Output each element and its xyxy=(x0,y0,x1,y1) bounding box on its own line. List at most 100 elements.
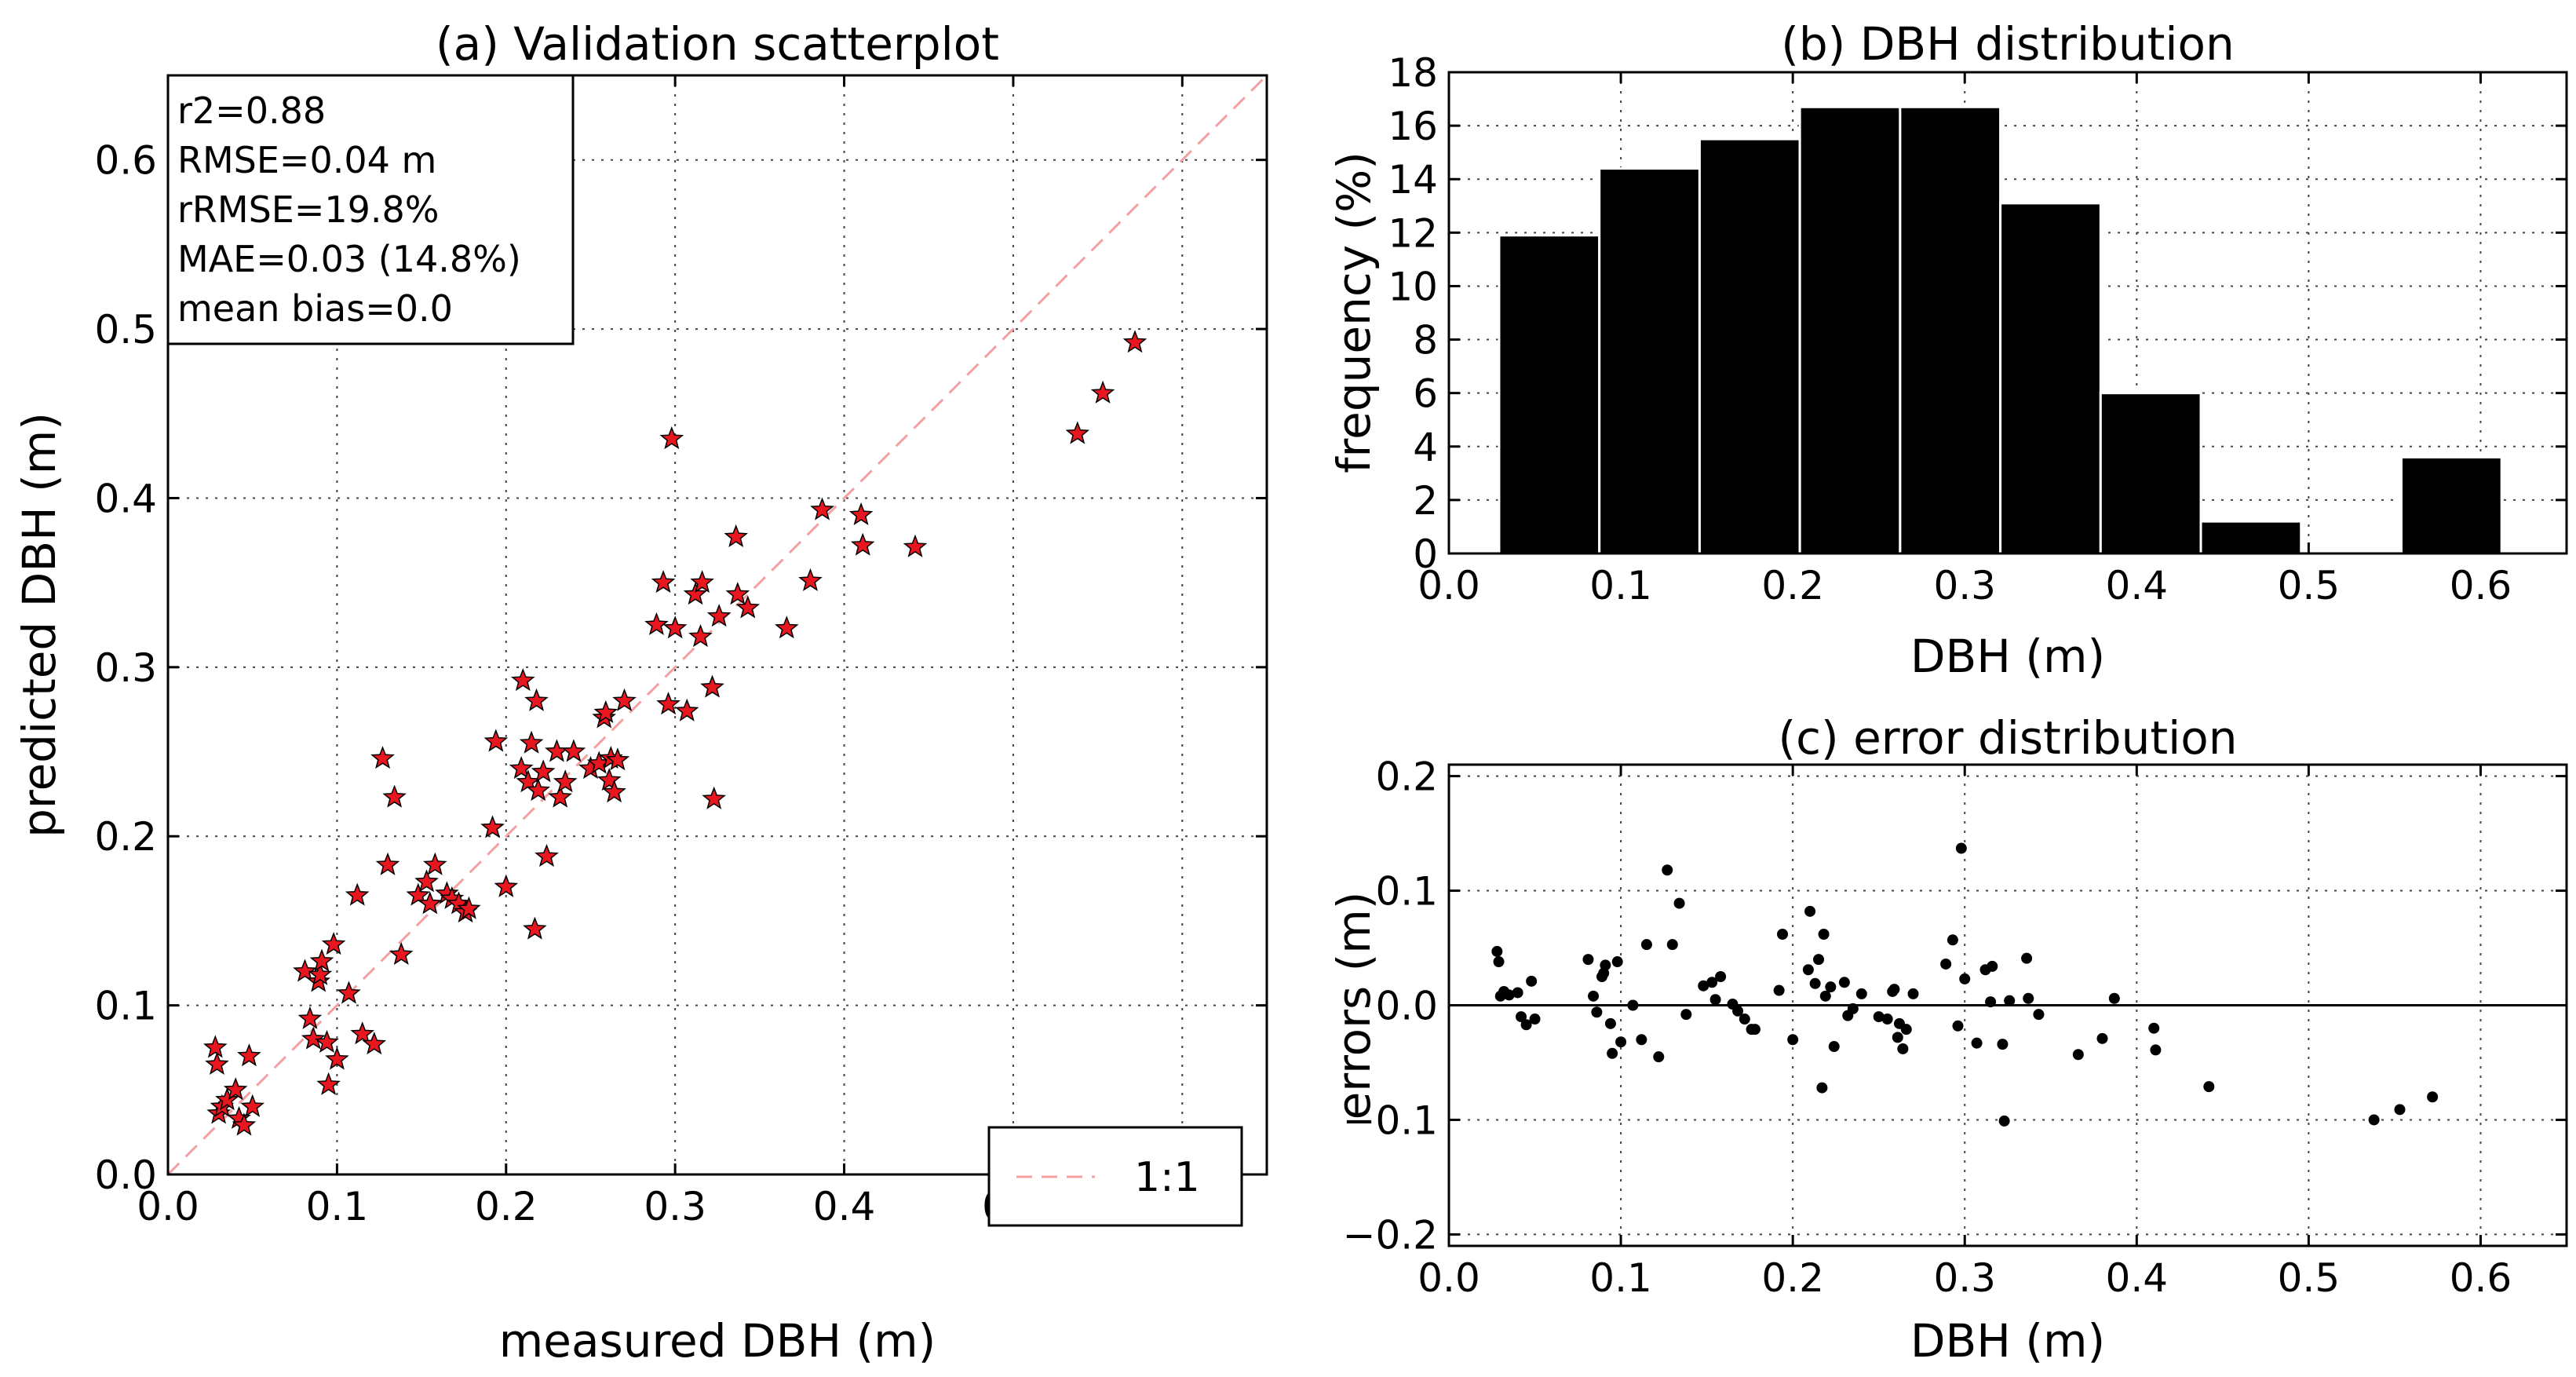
stats-box: r2=0.88 RMSE=0.04 m rRMSE=19.8% MAE=0.03… xyxy=(166,74,575,345)
c-ytick-label: 0.0 xyxy=(1375,984,1438,1029)
panel-c-xlabel: DBH (m) xyxy=(1910,1314,2105,1368)
scatter-point-star xyxy=(524,688,549,711)
error-point xyxy=(1600,959,1611,971)
panel-a-title: (a) Validation scatterplot xyxy=(436,17,999,71)
scatter-point-star xyxy=(702,786,726,809)
a-ytick-label: 0.5 xyxy=(94,307,157,352)
b-xtick-label: 0.1 xyxy=(1589,563,1652,608)
error-point xyxy=(1715,971,1727,983)
error-point xyxy=(1971,1037,1983,1049)
scatter-point-star xyxy=(662,615,688,639)
error-point xyxy=(2021,952,2033,964)
error-point xyxy=(2148,1022,2160,1034)
scatter-point-star xyxy=(1090,380,1115,404)
error-point xyxy=(2203,1081,2215,1093)
error-point xyxy=(1627,999,1639,1011)
histogram-bar xyxy=(1999,202,2102,555)
stat-r2: r2=0.88 xyxy=(177,89,326,132)
scatter-point-star xyxy=(494,874,519,897)
b-ytick-label: 4 xyxy=(1413,425,1438,470)
error-point xyxy=(1819,990,1831,1002)
scatter-point-star xyxy=(735,595,761,619)
error-point xyxy=(1653,1051,1665,1063)
scatter-point-star xyxy=(457,896,481,919)
panel-b-axes-frame xyxy=(1447,71,2568,555)
scatter-point-star xyxy=(674,698,699,721)
error-point xyxy=(1813,954,1825,966)
c-ytick-label: 0.2 xyxy=(1375,754,1438,800)
panel-c-title: (c) error distribution xyxy=(1779,711,2238,765)
error-point xyxy=(2368,1114,2380,1126)
histogram-bar xyxy=(1698,137,1801,555)
panel-c-ylabel: errors (m) xyxy=(1327,892,1381,1120)
error-point xyxy=(1816,1082,1828,1094)
scatter-point-star xyxy=(480,815,505,838)
stat-mean-bias: mean bias=0.0 xyxy=(177,287,453,330)
error-point xyxy=(1636,1034,1647,1046)
panel-b-title: (b) DBH distribution xyxy=(1781,17,2235,71)
error-point xyxy=(1888,984,1900,995)
scatter-point-star xyxy=(215,1087,239,1111)
error-point xyxy=(1955,842,1967,854)
b-xtick-label: 0.4 xyxy=(2106,563,2169,608)
scatter-point-star xyxy=(325,1046,349,1070)
error-point xyxy=(1838,977,1850,988)
c-ytick-label: 0.1 xyxy=(1375,869,1438,915)
scatter-point-star xyxy=(205,1051,229,1075)
panel-b-histogram: (b) DBH distribution 0.0 0.1 0.2 0.3 0.4 0.5 0… xyxy=(1327,17,2568,683)
error-point xyxy=(1516,1011,1527,1023)
scatter-point-star xyxy=(483,729,509,752)
scatter-point-star xyxy=(602,780,626,803)
error-point xyxy=(1520,1019,1532,1031)
error-point xyxy=(2096,1032,2108,1044)
scatter-point-star xyxy=(659,426,684,450)
scatter-point-star xyxy=(315,1029,339,1053)
b-ytick-label: 6 xyxy=(1413,371,1438,417)
error-point xyxy=(1987,960,1998,972)
scatter-point-star xyxy=(350,1021,374,1045)
scatter-point-star xyxy=(316,1072,341,1095)
a-xtick-label: 0.3 xyxy=(644,1184,706,1229)
error-point xyxy=(1512,987,1523,999)
histogram-bar xyxy=(1598,167,1701,555)
error-point xyxy=(2108,992,2120,1004)
error-point xyxy=(1607,1047,1618,1059)
error-point xyxy=(1959,973,1971,984)
histogram-bar xyxy=(1498,234,1601,555)
scatter-point-star xyxy=(531,759,556,783)
b-xtick-label: 0.5 xyxy=(2278,563,2341,608)
scatter-point-star xyxy=(612,688,637,711)
scatter-point-star xyxy=(389,941,414,965)
a-ytick-label: 0.1 xyxy=(94,984,157,1029)
a-xtick-label: 0.0 xyxy=(137,1184,199,1229)
error-point xyxy=(1666,939,1678,951)
error-point xyxy=(1997,1039,2009,1050)
c-xtick-label: 0.2 xyxy=(1761,1255,1824,1301)
b-ytick-label: 2 xyxy=(1413,478,1438,524)
error-point xyxy=(1709,994,1721,1006)
scatter-point-star xyxy=(688,624,713,648)
error-point xyxy=(1777,929,1789,941)
scatter-point-star xyxy=(597,768,622,791)
error-point xyxy=(2023,992,2034,1004)
scatter-point-star xyxy=(297,1006,323,1029)
scatter-point-star xyxy=(370,746,395,769)
error-point xyxy=(1673,897,1685,909)
c-ytick-label: −0.1 xyxy=(1343,1098,1438,1143)
b-xtick-label: 0.3 xyxy=(1933,563,1996,608)
error-point xyxy=(1855,988,1867,999)
error-point xyxy=(1680,1009,1692,1021)
scatter-point-star xyxy=(418,891,443,915)
b-ytick-label: 14 xyxy=(1388,157,1438,203)
error-point xyxy=(1892,1032,1903,1043)
error-point xyxy=(1491,945,1503,957)
error-point xyxy=(1940,958,1952,970)
scatter-point-star xyxy=(535,844,559,867)
error-point xyxy=(1787,1034,1799,1046)
b-xtick-label: 0.2 xyxy=(1761,563,1824,608)
stat-rrmse: rRMSE=19.8% xyxy=(177,188,440,231)
scatter-point-star xyxy=(690,570,714,594)
c-xtick-label: 0.4 xyxy=(2106,1255,2169,1301)
scatter-point-star xyxy=(223,1077,248,1101)
scatter-point-star xyxy=(362,1032,387,1055)
